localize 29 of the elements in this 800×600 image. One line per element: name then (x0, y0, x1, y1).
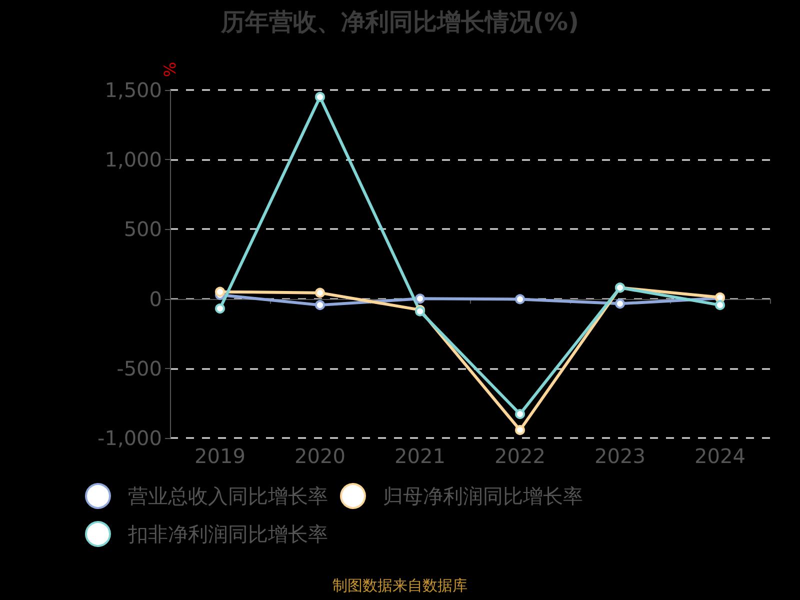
legend-label: 扣非净利润同比增长率 (127, 522, 328, 546)
point (515, 409, 525, 420)
legend-label: 归母净利润同比增长率 (383, 484, 583, 508)
x-tick-label: 2024 (694, 444, 746, 468)
y-tick-label: -1,000 (98, 426, 162, 450)
text: 制图数据来自数据库 (332, 576, 468, 594)
x-tick-label: 2019 (194, 444, 246, 468)
x-tick-label: 2021 (394, 444, 446, 468)
legend-label: 营业总收入同比增长率 (128, 484, 328, 508)
x-tick-label: 2020 (294, 444, 346, 468)
point (315, 92, 325, 102)
y-tick-label: 1,500 (104, 78, 162, 102)
point (215, 304, 225, 314)
point (315, 300, 325, 310)
y-axis-title: % (160, 62, 180, 78)
point (715, 300, 725, 310)
y-tick-label: -500 (116, 356, 162, 380)
x-tick-label: 2022 (494, 444, 546, 468)
point (215, 286, 225, 297)
point (415, 294, 425, 304)
y-tick-label: 1,000 (104, 148, 162, 172)
point (315, 288, 325, 298)
point (515, 425, 525, 436)
y-tick-label: 500 (124, 217, 162, 242)
point (615, 298, 625, 309)
point (515, 294, 525, 304)
y-tick-label: 0 (149, 286, 162, 311)
x-tick-label: 2023 (594, 444, 646, 468)
chart-title: 历年营收、净利同比增长情况(%) (220, 8, 579, 36)
